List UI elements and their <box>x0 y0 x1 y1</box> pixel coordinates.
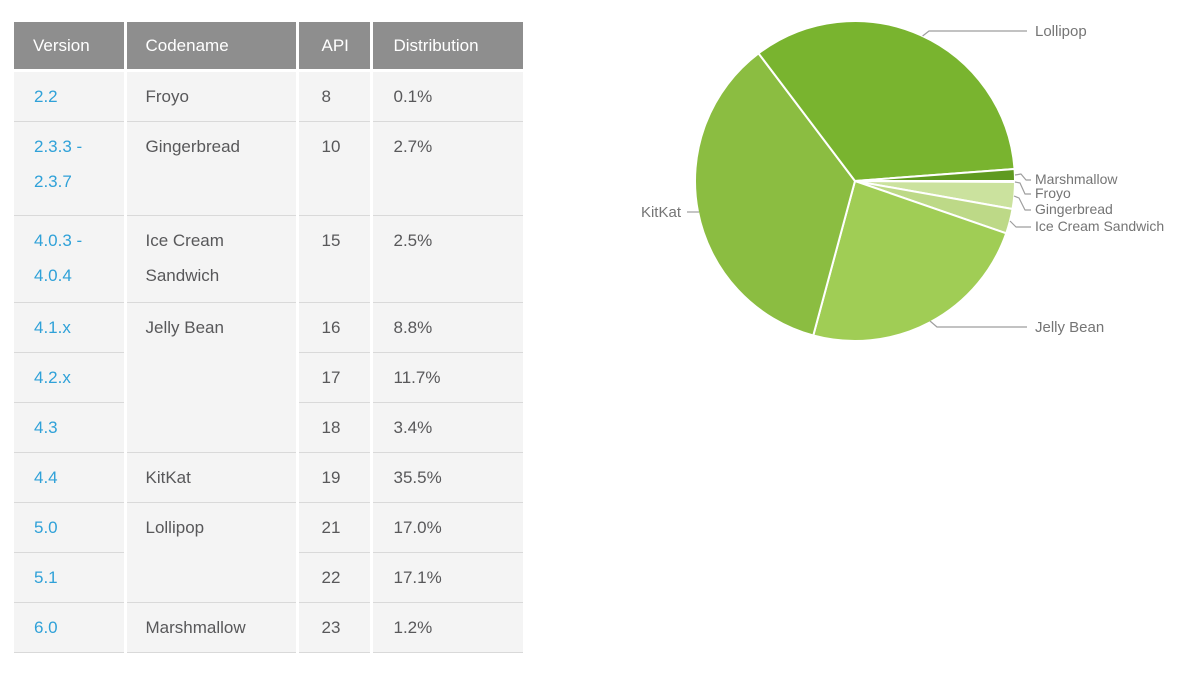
pie-label-froyo: Froyo <box>1035 185 1071 201</box>
col-header-version: Version <box>14 22 127 72</box>
pie-slice-lollipop[interactable] <box>757 19 1016 182</box>
leader-line-gingerbread <box>1013 195 1031 211</box>
table-row-lollipop-21: 5.0 Lollipop 21 17.0% <box>14 502 523 603</box>
codename-cell: Jelly Bean <box>125 302 299 453</box>
codename-cell: Froyo <box>125 70 299 122</box>
codename-cell: Gingerbread <box>125 121 299 216</box>
distribution-cell: 11.7% <box>371 352 523 403</box>
version-link[interactable]: 2.3.3 - 2.3.7 <box>14 121 127 216</box>
api-cell: 17 <box>297 352 373 403</box>
codename-cell: KitKat <box>125 452 299 503</box>
api-cell: 8 <box>297 70 373 122</box>
pie-label-jelly-bean: Jelly Bean <box>1035 319 1104 336</box>
col-header-codename: Codename <box>125 22 299 72</box>
version-link[interactable]: 5.0 <box>14 502 127 553</box>
codename-cell: Lollipop <box>125 502 299 603</box>
version-link[interactable]: 4.4 <box>14 452 127 503</box>
distribution-cell: 3.4% <box>371 402 523 453</box>
distribution-cell: 0.1% <box>371 70 523 122</box>
leader-line-lollipop <box>922 30 1027 37</box>
leader-line-jelly-bean <box>929 320 1027 328</box>
col-header-distribution: Distribution <box>371 22 523 72</box>
api-cell: 18 <box>297 402 373 453</box>
col-header-api: API <box>297 22 373 72</box>
pie-label-marshmallow: Marshmallow <box>1035 171 1118 187</box>
table-row-ice-cream-sandwich: 4.0.3 - 4.0.4 Ice Cream Sandwich 15 2.5% <box>14 215 523 303</box>
pie-label-lollipop: Lollipop <box>1035 23 1087 40</box>
distribution-cell: 17.1% <box>371 552 523 603</box>
table-row-jelly-bean-17: 4.2.x 17 11.7% <box>14 352 523 403</box>
pie-label-ice-cream-sandwich: Ice Cream Sandwich <box>1035 218 1164 234</box>
distribution-cell: 35.5% <box>371 452 523 503</box>
table-row-jelly-bean-16: 4.1.x Jelly Bean 16 8.8% <box>14 302 523 453</box>
api-cell: 21 <box>297 502 373 553</box>
version-link[interactable]: 4.0.3 - 4.0.4 <box>14 215 127 303</box>
api-cell: 16 <box>297 302 373 353</box>
table-row-lollipop-22: 5.1 22 17.1% <box>14 552 523 603</box>
distribution-cell: 17.0% <box>371 502 523 553</box>
table-row-marshmallow: 6.0 Marshmallow 23 1.2% <box>14 602 523 653</box>
pie-label-kitkat: KitKat <box>641 204 682 221</box>
api-cell: 19 <box>297 452 373 503</box>
codename-cell: Ice Cream Sandwich <box>125 215 299 303</box>
version-link[interactable]: 5.1 <box>14 552 127 603</box>
leader-line-marshmallow <box>1014 173 1031 181</box>
leader-line-ice-cream-sandwich <box>1009 220 1031 228</box>
version-link[interactable]: 6.0 <box>14 602 127 653</box>
api-cell: 22 <box>297 552 373 603</box>
distribution-cell: 2.7% <box>371 121 523 216</box>
api-cell: 15 <box>297 215 373 303</box>
pie-slice-marshmallow[interactable] <box>854 167 1017 182</box>
version-link[interactable]: 2.2 <box>14 70 127 122</box>
table-header-row: Version Codename API Distribution <box>14 22 523 72</box>
version-link[interactable]: 4.3 <box>14 402 127 453</box>
pie-label-gingerbread: Gingerbread <box>1035 201 1113 217</box>
leader-line-froyo <box>1014 181 1031 195</box>
version-link[interactable]: 4.1.x <box>14 302 127 353</box>
table-row-jelly-bean-18: 4.3 18 3.4% <box>14 402 523 453</box>
distribution-cell: 1.2% <box>371 602 523 653</box>
table-row-froyo: 2.2 Froyo 8 0.1% <box>14 70 523 122</box>
distribution-cell: 8.8% <box>371 302 523 353</box>
distribution-cell: 2.5% <box>371 215 523 303</box>
table-row-gingerbread: 2.3.3 - 2.3.7 Gingerbread 10 2.7% <box>14 121 523 216</box>
api-cell: 10 <box>297 121 373 216</box>
codename-cell: Marshmallow <box>125 602 299 653</box>
table-row-kitkat: 4.4 KitKat 19 35.5% <box>14 452 523 503</box>
version-distribution-table: Version Codename API Distribution 2.2 Fr… <box>14 22 523 653</box>
api-cell: 23 <box>297 602 373 653</box>
version-link[interactable]: 4.2.x <box>14 352 127 403</box>
